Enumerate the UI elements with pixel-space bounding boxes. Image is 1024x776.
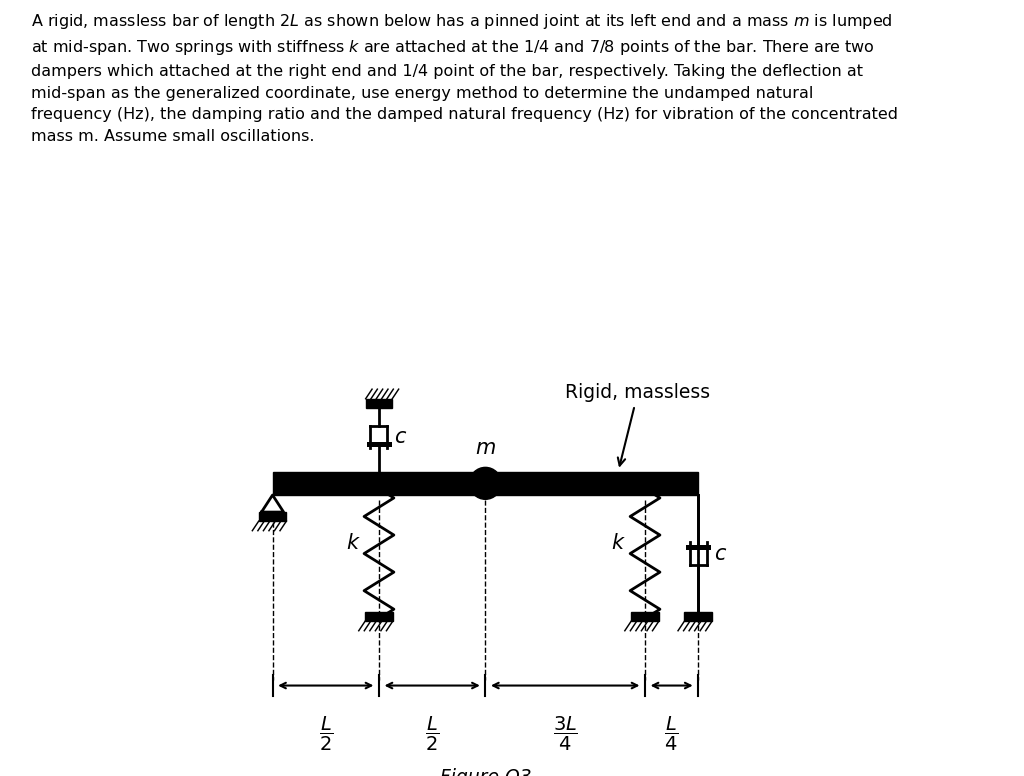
Bar <box>366 399 392 407</box>
Bar <box>272 472 698 495</box>
Bar <box>631 612 658 621</box>
Circle shape <box>469 467 502 499</box>
Text: A rigid, massless bar of length 2$L$ as shown below has a pinned joint at its le: A rigid, massless bar of length 2$L$ as … <box>31 12 898 144</box>
Bar <box>259 512 287 521</box>
Text: $c$: $c$ <box>394 427 408 447</box>
Text: Rigid, massless: Rigid, massless <box>565 383 711 466</box>
Text: $k$: $k$ <box>611 533 626 553</box>
Text: $k$: $k$ <box>346 533 360 553</box>
Bar <box>684 612 712 621</box>
Text: $m$: $m$ <box>475 438 496 458</box>
Text: $\dfrac{L}{2}$: $\dfrac{L}{2}$ <box>318 715 333 753</box>
Text: $c$: $c$ <box>714 543 727 563</box>
Text: $\dfrac{L}{2}$: $\dfrac{L}{2}$ <box>425 715 439 753</box>
Bar <box>366 612 393 621</box>
Text: $\dfrac{L}{4}$: $\dfrac{L}{4}$ <box>665 715 679 753</box>
Polygon shape <box>261 495 284 512</box>
Text: $\dfrac{3L}{4}$: $\dfrac{3L}{4}$ <box>553 715 578 753</box>
Text: Figure Q3: Figure Q3 <box>439 768 531 776</box>
